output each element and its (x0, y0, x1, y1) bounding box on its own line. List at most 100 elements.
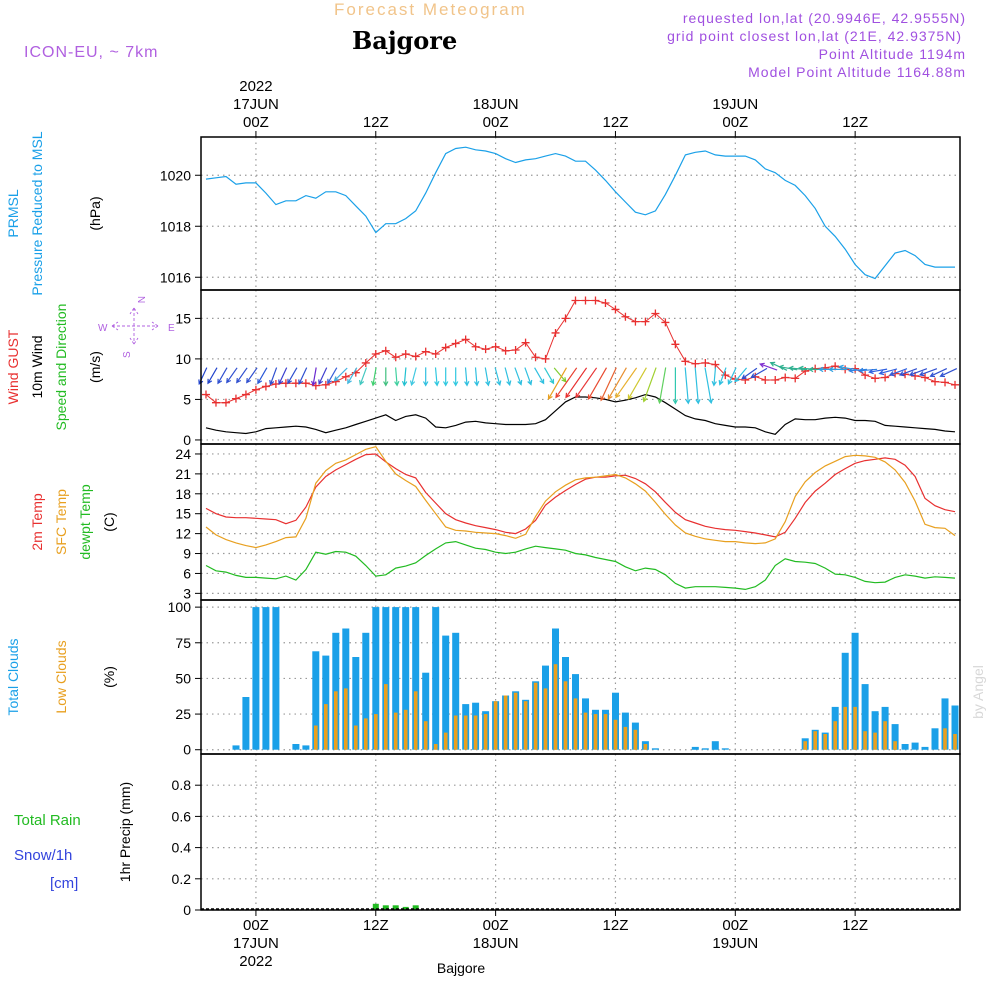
legend-snow-unit: [cm] (50, 875, 78, 892)
time-label-bottom: 00Z (243, 917, 269, 934)
low-cloud-bar (613, 719, 618, 750)
wind-gust-point (211, 398, 220, 407)
time-label-bottom: 12Z (842, 917, 868, 934)
wind-direction-arrow (236, 367, 248, 384)
wind-gust-point (771, 375, 780, 384)
y-tick-label-temperature: 3 (183, 585, 191, 601)
low-cloud-bar (393, 712, 398, 750)
wind-direction-arrow (929, 368, 948, 378)
compass-south-label: S (122, 351, 133, 358)
wind-gust-point (631, 317, 640, 326)
low-cloud-bar (853, 706, 857, 750)
low-cloud-bar (344, 688, 348, 750)
low-cloud-bar (893, 741, 897, 750)
low-cloud-bar (623, 726, 628, 750)
panel-frames (195, 131, 961, 916)
time-label-bottom: 12Z (603, 917, 629, 934)
wind-direction-arrow (704, 367, 714, 405)
time-label-bottom: 00Z (483, 917, 509, 934)
low-cloud-bar (463, 715, 468, 750)
wind-gust-point (791, 374, 800, 383)
compass-west-label: W (98, 323, 108, 334)
total-cloud-bar (372, 607, 380, 750)
time-label-top: 00Z (483, 114, 509, 131)
low-cloud-bar (503, 695, 508, 750)
wind-gust-point (441, 343, 450, 352)
wind-gust-point (231, 394, 240, 403)
low-cloud-bar (384, 684, 388, 750)
low-cloud-bar (543, 688, 548, 750)
low-cloud-bar (633, 729, 638, 750)
wind-direction-arrow (473, 367, 480, 387)
panel-frame-temperature (200, 443, 961, 601)
wind-direction-arrow (565, 367, 588, 399)
total-cloud-bar (452, 632, 460, 750)
wind-direction-arrow (524, 367, 533, 386)
wind-direction-arrow (514, 367, 523, 386)
low-cloud-bar (573, 698, 578, 750)
low-cloud-bar (433, 744, 438, 750)
low-cloud-bar (324, 704, 328, 750)
wind-direction-arrow (452, 367, 459, 387)
wind-gust-point (511, 345, 520, 354)
model-altitude: Model Point Altitude 1164.88m (748, 64, 966, 80)
total-cloud-bar (432, 607, 440, 750)
wind-direction-arrow (401, 367, 408, 387)
time-label-top: 12Z (603, 114, 629, 131)
wind-direction-arrow (615, 367, 638, 399)
panel-ylabel-pressure: (hPa) (87, 196, 103, 230)
wind-gust-point (391, 353, 400, 362)
wind-gust-point (781, 373, 790, 382)
wind-direction-arrow (711, 367, 717, 387)
low-cloud-bar (803, 741, 807, 750)
low-cloud-bar (334, 691, 338, 750)
wind-direction-arrow (734, 367, 748, 383)
low-cloud-bar (873, 732, 877, 750)
total-cloud-bar (701, 748, 709, 750)
total-cloud-bar (242, 697, 250, 750)
wind-direction-arrow (226, 367, 238, 384)
time-label-bottom: 17JUN (233, 935, 279, 952)
wind-gust-point (521, 338, 530, 347)
y-tick-label-wind: 15 (175, 310, 191, 326)
low-cloud-bar (473, 715, 478, 750)
time-label-bottom: 19JUN (712, 935, 758, 952)
total-cloud-bar (861, 684, 869, 750)
low-cloud-bar (354, 725, 358, 750)
total-cloud-bar (651, 748, 659, 750)
wind-direction-arrow (217, 367, 228, 385)
wind-gust-point (251, 385, 260, 394)
grid-layer (201, 137, 960, 911)
low-cloud-bar (593, 714, 598, 750)
wind-gust-point (601, 298, 610, 307)
low-cloud-bar (583, 712, 588, 750)
rain-bar (402, 906, 409, 910)
total-cloud-bar (312, 651, 320, 750)
wind-gust-point (481, 345, 490, 354)
wind-gust-point (641, 317, 650, 326)
wind-direction-arrow (827, 366, 848, 373)
wind-gust-point (881, 373, 890, 382)
total-cloud-bar (382, 607, 390, 750)
y-tick-label-precip: 0.8 (172, 777, 192, 793)
wind-gust-point (401, 350, 410, 359)
wind-gust-point (241, 390, 250, 399)
y-tick-label-temperature: 9 (183, 546, 191, 562)
total-cloud-bar (292, 744, 300, 750)
total-cloud-bar (901, 744, 909, 750)
total-cloud-bar (402, 607, 410, 750)
time-label-top: 18JUN (473, 96, 519, 113)
low-cloud-bar (843, 706, 847, 750)
wind-gust-point (671, 340, 680, 349)
compass-rose-icon (111, 307, 159, 345)
total-cloud-bar (951, 705, 959, 750)
time-label-top: 00Z (722, 114, 748, 131)
wind-direction-arrow (718, 367, 727, 386)
wind-direction-arrow (838, 364, 858, 371)
total-cloud-bar (891, 724, 899, 750)
wind-direction-arrow (257, 367, 268, 385)
wind-gust-point (341, 372, 350, 381)
low-cloud-bar (364, 718, 368, 750)
wind-direction-arrow (359, 367, 368, 386)
